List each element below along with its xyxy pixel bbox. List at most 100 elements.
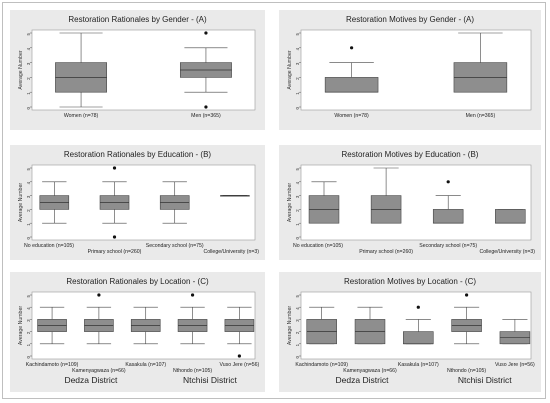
figure-frame <box>2 2 546 399</box>
x-category-label: Kamenyagwaza (n=66) <box>343 368 397 374</box>
box-2 <box>99 166 130 239</box>
x-category-label: College/University (n=3) <box>204 249 260 255</box>
y-tick-label: 5 <box>26 168 31 171</box>
box-1 <box>39 181 70 224</box>
y-tick-label: 0 <box>26 356 31 359</box>
y-axis-label: Average Number <box>287 50 293 89</box>
x-category-label: Kamenyagwaza (n=66) <box>72 368 126 374</box>
box-2 <box>354 306 386 345</box>
y-axis-label: Average Number <box>18 183 24 222</box>
chart-title: Restoration Rationales by Gender - (A) <box>68 15 207 24</box>
y-tick-label: 3 <box>26 62 31 65</box>
x-category-label: No education (n=105) <box>24 243 74 249</box>
chart-title: Restoration Motives by Education - (B) <box>342 150 479 159</box>
y-tick-label: 1 <box>295 92 300 95</box>
y-tick-label: 0 <box>295 237 300 240</box>
x-category-label: College/University (n=3) <box>480 249 536 255</box>
y-tick-label: 0 <box>295 356 300 359</box>
outlier-point <box>237 354 241 358</box>
box-1 <box>306 306 337 345</box>
box-iqr <box>495 209 526 224</box>
y-tick-label: 0 <box>26 107 31 110</box>
y-tick-label: 1 <box>26 223 31 226</box>
y-tick-label: 4 <box>295 307 300 310</box>
box-4 <box>451 293 482 345</box>
box-4 <box>220 195 250 197</box>
y-tick-label: 1 <box>26 343 31 346</box>
box-5 <box>499 319 531 345</box>
y-tick-label: 1 <box>295 223 300 226</box>
district-label: Ntchisi District <box>183 375 237 385</box>
y-tick-label: 4 <box>26 181 31 184</box>
outlier-point <box>112 166 117 170</box>
outlier-point <box>465 293 469 297</box>
y-tick-label: 5 <box>295 33 300 36</box>
district-label: Dedza District <box>336 375 390 385</box>
y-tick-label: 4 <box>295 47 300 50</box>
y-axis-label: Average Number <box>287 306 293 345</box>
y-tick-label: 5 <box>295 295 300 298</box>
box-3 <box>130 306 161 345</box>
y-tick-label: 3 <box>26 319 31 322</box>
y-tick-label: 2 <box>295 209 300 212</box>
chart-panel-3: Restoration Rationales by Education - (B… <box>10 145 265 260</box>
y-tick-label: 4 <box>295 181 300 184</box>
y-tick-label: 5 <box>295 168 300 171</box>
plot-area <box>300 291 532 360</box>
box-3 <box>432 180 464 224</box>
x-category-label: Secondary school (n=75) <box>146 243 204 249</box>
chart-panel-2: Restoration Motives by Gender - (A) Avera… <box>279 10 541 130</box>
y-axis-label: Average Number <box>18 306 24 345</box>
y-tick-label: 3 <box>295 62 300 65</box>
chart-title: Restoration Rationales by Location - (C) <box>66 277 209 286</box>
y-tick-label: 3 <box>295 319 300 322</box>
box-2 <box>370 167 402 224</box>
chart-title: Restoration Motives by Gender - (A) <box>346 15 474 24</box>
box-3 <box>159 181 190 224</box>
box-1 <box>308 181 340 224</box>
box-1 <box>324 46 379 93</box>
y-tick-label: 2 <box>26 77 31 80</box>
chart-panel-4: Restoration Motives by Education - (B) Av… <box>279 145 541 260</box>
x-category-label: No education (n=105) <box>293 243 343 249</box>
y-tick-label: 1 <box>295 343 300 346</box>
outlier-point <box>190 293 195 297</box>
y-tick-label: 2 <box>295 331 300 334</box>
chart-panel-1: Restoration Rationales by Gender - (A) Av… <box>10 10 265 130</box>
y-tick-label: 0 <box>295 107 300 110</box>
x-category-label: Kachindamoto (n=109) <box>26 362 79 368</box>
outlier-point <box>97 293 101 297</box>
outlier-point <box>112 235 117 239</box>
district-label: Ntchisi District <box>458 375 512 385</box>
x-category-label: Vuso Jere (n=56) <box>495 362 535 368</box>
plot-area <box>31 164 256 241</box>
y-tick-label: 3 <box>26 195 31 198</box>
box-5 <box>224 306 255 358</box>
y-tick-label: 2 <box>26 331 31 334</box>
box-2 <box>453 32 508 93</box>
x-category-label: Kachindamoto (n=109) <box>295 362 348 368</box>
x-category-label: Nthondo (n=105) <box>447 368 486 374</box>
chart-panel-6: Restoration Motives by Location - (C) Ave… <box>279 272 541 392</box>
outlier-point <box>446 180 450 184</box>
box-iqr <box>432 209 464 224</box>
y-tick-label: 0 <box>26 237 31 240</box>
y-tick-label: 1 <box>26 92 31 95</box>
x-category-label: Primary school (n=260) <box>359 249 413 255</box>
box-2 <box>179 31 232 109</box>
box-1 <box>55 32 108 108</box>
y-axis-label: Average Number <box>287 183 293 222</box>
box-2 <box>84 293 114 345</box>
district-label: Dedza District <box>64 375 118 385</box>
box-iqr <box>403 331 434 345</box>
y-tick-label: 2 <box>26 209 31 212</box>
plot-area <box>300 164 532 241</box>
chart-title: Restoration Motives by Location - (C) <box>344 277 476 286</box>
y-tick-label: 3 <box>295 195 300 198</box>
box-4 <box>495 209 526 224</box>
outlier-point <box>416 305 420 309</box>
plot-area <box>31 291 256 360</box>
x-category-label: Kasakula (n=107) <box>398 362 439 368</box>
y-tick-label: 2 <box>295 77 300 80</box>
box-3 <box>403 305 434 345</box>
